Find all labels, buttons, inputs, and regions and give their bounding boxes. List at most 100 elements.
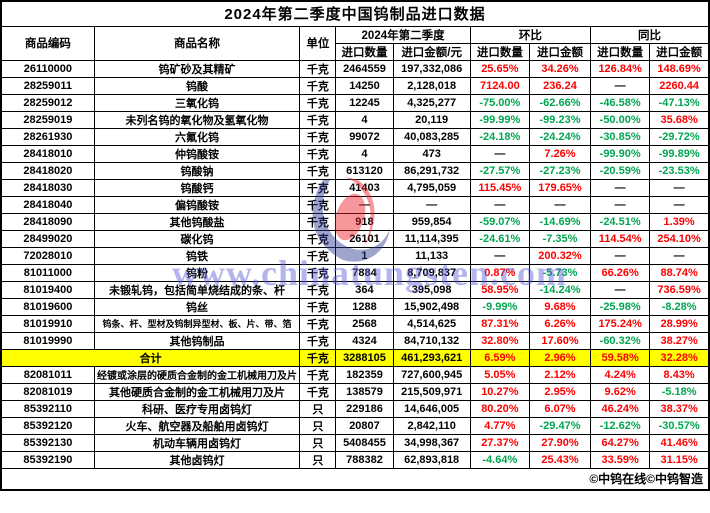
cell-product-code: 82081011: [0, 365, 95, 384]
cell-unit: 千克: [299, 280, 337, 299]
cell-import-qty: 12245: [335, 93, 394, 112]
cell-unit: 千克: [299, 76, 337, 95]
cell-qoq-amt: -29.47%: [528, 416, 592, 435]
cell-qoq-amt: -7.35%: [528, 229, 592, 248]
cell-qoq-qty: -59.07%: [469, 212, 530, 231]
table-row: 28418090 其他钨酸盐 千克 918 959,854 -59.07% -14.69% -…: [0, 212, 710, 231]
cell-import-qty: 4324: [335, 331, 394, 350]
cell-yoy-qty: -25.98%: [590, 297, 651, 316]
cell-unit: 千克: [299, 59, 337, 78]
cell-import-amount: 461,293,621: [392, 348, 471, 367]
cell-unit: 千克: [299, 161, 337, 180]
cell-yoy-qty: 33.59%: [590, 450, 651, 469]
cell-product-code: 81019400: [0, 280, 95, 299]
cell-yoy-qty: 46.24%: [590, 399, 651, 418]
cell-product-name: 六氟化钨: [93, 127, 301, 146]
cell-qoq-qty: 7124.00: [469, 76, 530, 95]
cell-unit: 只: [299, 450, 337, 469]
cell-yoy-qty: —: [590, 178, 651, 197]
cell-unit: 只: [299, 433, 337, 452]
cell-qoq-qty: —: [469, 144, 530, 163]
cell-unit: 千克: [299, 212, 337, 231]
header-yoy-amount: 进口金额: [649, 42, 710, 61]
cell-qoq-amt: -99.23%: [528, 110, 592, 129]
cell-qoq-qty: —: [469, 246, 530, 265]
cell-product-name: 未锻轧钨，包括简单烧结成的条、杆: [93, 280, 301, 299]
cell-product-name: 钨丝: [93, 297, 301, 316]
cell-product-code: 72028010: [0, 246, 95, 265]
cell-qoq-amt: 2.12%: [528, 365, 592, 384]
cell-qoq-amt: -14.69%: [528, 212, 592, 231]
table-row: 28259019 未列名钨的氧化物及氢氧化物 千克 4 20,119 -99.99% -99…: [0, 110, 710, 129]
cell-yoy-amt: 28.99%: [649, 314, 710, 333]
cell-qoq-qty: 6.59%: [469, 348, 530, 367]
cell-qoq-qty: 10.27%: [469, 382, 530, 401]
cell-import-qty: 41403: [335, 178, 394, 197]
table-row: 85392120 火车、航空器及船舶用卤钨灯只 20807 2,842,110 4.77…: [0, 416, 710, 435]
cell-qoq-amt: 34.26%: [528, 59, 592, 78]
cell-yoy-amt: -30.57%: [649, 416, 710, 435]
cell-unit: 千克: [299, 297, 337, 316]
cell-import-qty: 2464559: [335, 59, 394, 78]
cell-import-qty: 7884: [335, 263, 394, 282]
cell-qoq-amt: 7.26%: [528, 144, 592, 163]
import-data-table: 2024年第二季度中国钨制品进口数据 商品编码 商品名称 单位 2024年第二季…: [0, 0, 710, 491]
cell-yoy-amt: —: [649, 195, 710, 214]
cell-import-qty: 20807: [335, 416, 394, 435]
cell-yoy-amt: —: [649, 246, 710, 265]
cell-qoq-qty: 5.05%: [469, 365, 530, 384]
cell-qoq-qty: -24.61%: [469, 229, 530, 248]
cell-qoq-qty: 32.80%: [469, 331, 530, 350]
cell-unit: 千克: [299, 348, 337, 367]
cell-product-name: 火车、航空器及船舶用卤钨灯: [93, 416, 301, 435]
cell-yoy-qty: 175.24%: [590, 314, 651, 333]
cell-import-amount: 2,128,018: [392, 76, 471, 95]
cell-import-qty: 138579: [335, 382, 394, 401]
cell-qoq-amt: -5.73%: [528, 263, 592, 282]
cell-yoy-qty: -24.51%: [590, 212, 651, 231]
cell-import-amount: 8,709,837: [392, 263, 471, 282]
cell-qoq-amt: -27.23%: [528, 161, 592, 180]
cell-yoy-qty: -46.58%: [590, 93, 651, 112]
cell-product-name: 钨酸钙: [93, 178, 301, 197]
table-row: 85392130 机动车辆用卤钨灯只 5408455 34,998,367 27.37%…: [0, 433, 710, 452]
cell-yoy-qty: 66.26%: [590, 263, 651, 282]
cell-yoy-qty: -30.85%: [590, 127, 651, 146]
header-q2-group: 2024年第二季度: [335, 25, 471, 44]
cell-product-name: 钨酸钠: [93, 161, 301, 180]
cell-yoy-amt: 38.37%: [649, 399, 710, 418]
cell-yoy-qty: -60.32%: [590, 331, 651, 350]
cell-qoq-qty: 25.65%: [469, 59, 530, 78]
cell-product-name: 未列名钨的氧化物及氢氧化物: [93, 110, 301, 129]
header-yoy-qty: 进口数量: [590, 42, 651, 61]
cell-product-code: 28418030: [0, 178, 95, 197]
cell-unit: 千克: [299, 365, 337, 384]
cell-yoy-amt: 31.15%: [649, 450, 710, 469]
cell-qoq-amt: 27.90%: [528, 433, 592, 452]
cell-yoy-qty: —: [590, 76, 651, 95]
cell-yoy-qty: 4.24%: [590, 365, 651, 384]
cell-yoy-amt: -8.28%: [649, 297, 710, 316]
table-row: 85392110 科研、医疗专用卤钨灯只 229186 14,646,005 80.20…: [0, 399, 710, 418]
header-qoq-group: 环比: [469, 25, 592, 44]
cell-qoq-amt: -24.24%: [528, 127, 592, 146]
cell-yoy-amt: 35.68%: [649, 110, 710, 129]
cell-yoy-amt: 2260.44: [649, 76, 710, 95]
cell-qoq-qty: -99.99%: [469, 110, 530, 129]
cell-import-amount: 473: [392, 144, 471, 163]
table-row: 82081011 经镀或涂层的硬质合金制的金工机械用刀及片 千克 182359 727,…: [0, 365, 710, 384]
cell-import-qty: 4: [335, 144, 394, 163]
cell-yoy-amt: -47.13%: [649, 93, 710, 112]
cell-product-name: 三氧化钨: [93, 93, 301, 112]
cell-yoy-amt: -23.53%: [649, 161, 710, 180]
table-row: 28418030 钨酸钙 千克 41403 4,795,059 115.45% 179.65…: [0, 178, 710, 197]
header-group-row: 商品编码 商品名称 单位 2024年第二季度 环比 同比: [0, 25, 710, 61]
cell-unit: 千克: [299, 93, 337, 112]
table-row: 81011000 钨粉 千克 7884 8,709,837 0.87% -5.73% 66.2…: [0, 263, 710, 282]
table-row: 81019600 钨丝 千克 1288 15,902,498 -9.99% 9.68% -25…: [0, 297, 710, 316]
cell-product-name: 碳化钨: [93, 229, 301, 248]
cell-unit: 千克: [299, 178, 337, 197]
table-row: 81019990 其他钨制品 千克 4324 84,710,132 32.80% 17.60…: [0, 331, 710, 350]
cell-product-name: 机动车辆用卤钨灯: [93, 433, 301, 452]
